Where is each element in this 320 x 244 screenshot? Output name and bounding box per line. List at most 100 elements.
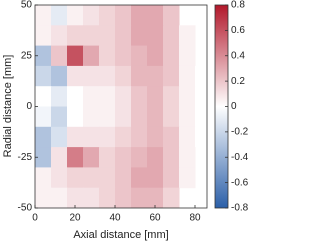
heat-cell (35, 126, 52, 148)
heat-cell (179, 147, 196, 168)
x-tick-label: 20 (69, 213, 81, 224)
heat-cell (51, 25, 68, 47)
colorbar-tick-label: 0.6 (231, 25, 245, 36)
x-tick-label: 40 (109, 213, 121, 224)
heat-cell (147, 147, 164, 168)
heat-cell (35, 5, 52, 26)
heat-cell (131, 5, 148, 26)
heat-cell (163, 106, 180, 128)
heat-cell (147, 86, 164, 107)
heat-cell (83, 147, 100, 168)
colorbar-tick-label: -0.6 (231, 177, 249, 188)
heat-cell (163, 5, 180, 26)
heat-cell (83, 25, 100, 47)
colorbar-tick-label: 0.4 (231, 50, 245, 61)
heat-cell (51, 187, 68, 208)
heat-cell (195, 106, 207, 128)
x-axis-label: Axial distance [mm] (73, 229, 168, 241)
heat-cell (35, 147, 52, 168)
heat-cell (51, 147, 68, 168)
heat-cell (131, 45, 148, 67)
heat-cell (179, 167, 196, 189)
heat-cell (131, 86, 148, 107)
heat-cell (99, 5, 116, 26)
y-tick-label: -25 (18, 152, 33, 163)
heat-cell (163, 86, 180, 107)
heat-cell (67, 25, 84, 47)
heat-cell (147, 106, 164, 128)
heat-cell (99, 187, 116, 208)
heat-cell (195, 65, 207, 87)
heat-cell (51, 126, 68, 148)
heat-cell (99, 167, 116, 189)
heat-cell (51, 106, 68, 128)
heat-cell (115, 126, 132, 148)
heat-cell (35, 106, 52, 128)
heat-cell (83, 167, 100, 189)
heat-cell (51, 45, 68, 67)
heat-cell (179, 106, 196, 128)
heat-cell (147, 25, 164, 47)
heat-cell (147, 126, 164, 148)
heat-cell (115, 5, 132, 26)
heat-cell (99, 106, 116, 128)
heat-cell (115, 25, 132, 47)
heat-cell (51, 86, 68, 107)
x-tick-label: 80 (189, 213, 201, 224)
colorbar-tick-label: -0.2 (231, 127, 249, 138)
x-tick-label: 0 (32, 213, 38, 224)
heat-cell (163, 167, 180, 189)
heat-cell (67, 106, 84, 128)
heat-cell (179, 25, 196, 47)
heat-cell (163, 25, 180, 47)
heat-cell (131, 167, 148, 189)
heat-cell (115, 86, 132, 107)
heat-cell (83, 126, 100, 148)
heat-cell (83, 86, 100, 107)
heat-cell (147, 45, 164, 67)
heat-cell (35, 167, 52, 189)
heat-cell (195, 86, 207, 107)
y-tick-label: 0 (26, 101, 32, 112)
heat-cell (115, 106, 132, 128)
heat-cell (99, 126, 116, 148)
heat-cell (147, 167, 164, 189)
heat-cell (131, 126, 148, 148)
heat-cell (67, 45, 84, 67)
heat-cell (115, 45, 132, 67)
heat-cell (67, 126, 84, 148)
heat-cell (131, 106, 148, 128)
heat-cell (147, 65, 164, 87)
heat-cell (99, 147, 116, 168)
colorbar-tick-label: -0.4 (231, 152, 249, 163)
heat-cell (67, 65, 84, 87)
heat-cell (99, 86, 116, 107)
heat-cell (147, 5, 164, 26)
y-tick-label: 25 (21, 50, 33, 61)
heatmap (35, 5, 207, 208)
heat-cell (179, 86, 196, 107)
heat-cell (179, 45, 196, 67)
heat-cell (115, 65, 132, 87)
heat-cell (163, 147, 180, 168)
heat-cell (35, 45, 52, 67)
heat-cell (99, 25, 116, 47)
heat-cell (163, 65, 180, 87)
heat-cell (83, 187, 100, 208)
heat-cell (179, 65, 196, 87)
heat-cell (115, 147, 132, 168)
heat-cell (51, 65, 68, 87)
heat-cell (83, 65, 100, 87)
colorbar-tick-label: -0.8 (231, 203, 249, 214)
heat-cell (67, 147, 84, 168)
colorbar-tick-label: 0.8 (231, 0, 245, 11)
y-axis-label: Radial distance [mm] (2, 55, 14, 158)
y-tick-label: -50 (18, 203, 33, 214)
heat-cell (35, 25, 52, 47)
heat-cell (67, 5, 84, 26)
heat-cell (179, 126, 196, 148)
heat-cell (99, 65, 116, 87)
heat-cell (131, 25, 148, 47)
y-tick-label: 50 (21, 0, 33, 11)
heat-cell (163, 126, 180, 148)
